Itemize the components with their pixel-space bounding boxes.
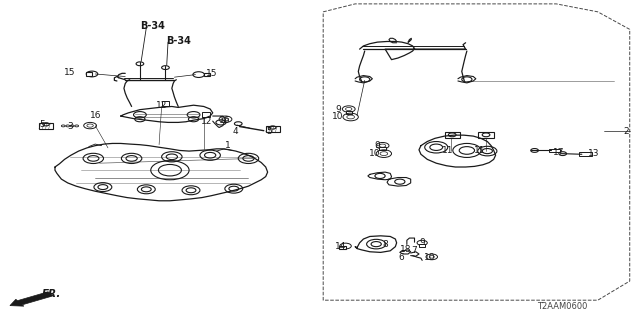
Text: FR.: FR. <box>42 289 61 299</box>
Bar <box>266 126 280 132</box>
Text: 12: 12 <box>156 101 167 110</box>
Bar <box>478 132 494 138</box>
Text: 12: 12 <box>200 117 212 126</box>
Text: B-34: B-34 <box>166 36 191 45</box>
Bar <box>86 72 92 76</box>
Bar <box>202 112 209 117</box>
Text: 16: 16 <box>90 111 101 120</box>
Text: 9: 9 <box>419 238 425 247</box>
Text: B-34: B-34 <box>140 21 165 31</box>
Bar <box>339 246 346 249</box>
Bar <box>445 132 461 138</box>
Text: 10: 10 <box>369 149 381 158</box>
Text: 16: 16 <box>218 116 230 125</box>
Bar <box>204 73 210 76</box>
Text: T2AAM0600: T2AAM0600 <box>538 302 588 311</box>
Text: 5: 5 <box>39 120 45 130</box>
Text: 11: 11 <box>442 146 454 155</box>
Text: 11: 11 <box>474 146 485 155</box>
Bar <box>380 147 386 150</box>
Bar <box>162 101 170 107</box>
Text: 6: 6 <box>399 253 404 262</box>
Bar <box>39 123 53 129</box>
Text: 10: 10 <box>332 113 344 122</box>
Text: 9: 9 <box>335 105 340 114</box>
Text: 17: 17 <box>553 148 564 156</box>
Bar <box>579 152 592 156</box>
Text: 15: 15 <box>64 68 76 77</box>
Text: 8: 8 <box>382 240 388 249</box>
Text: 2: 2 <box>624 127 629 136</box>
Text: 4: 4 <box>233 127 239 136</box>
Text: 1: 1 <box>225 141 230 150</box>
Text: 18: 18 <box>400 245 412 254</box>
Text: 7: 7 <box>412 246 417 255</box>
Text: 10: 10 <box>424 253 436 262</box>
Bar <box>548 148 560 152</box>
Text: 3: 3 <box>67 122 72 131</box>
Bar <box>419 244 426 247</box>
Text: 14: 14 <box>335 242 346 251</box>
Text: 13: 13 <box>588 149 599 158</box>
Text: 5: 5 <box>266 127 272 136</box>
Text: 15: 15 <box>205 69 217 78</box>
Bar <box>346 111 352 114</box>
Text: 9: 9 <box>374 141 380 150</box>
FancyArrow shape <box>10 292 53 306</box>
